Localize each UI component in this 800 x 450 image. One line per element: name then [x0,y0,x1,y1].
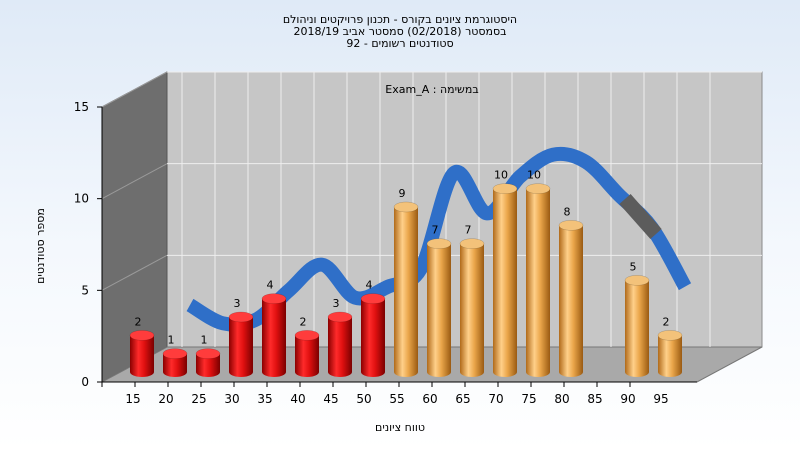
bar-label-40: 2 [300,315,307,328]
x-tick-label: 60 [422,392,437,406]
y-tick-label: 0 [81,375,89,389]
bar-55 [393,201,419,377]
x-tick-label: 65 [455,392,470,406]
bar-label-20: 1 [168,334,175,347]
bar-label-45: 3 [333,297,340,310]
bar-80 [558,220,584,377]
bar-95 [657,330,683,377]
x-tick-label: 15 [125,392,140,406]
x-tick-label: 30 [224,392,239,406]
bar-30 [228,311,254,377]
y-tick-label: 15 [74,100,89,114]
x-tick-label: 50 [356,392,371,406]
bar-label-65: 7 [465,224,472,237]
x-tick-label: 85 [587,392,602,406]
y-axis-title: מספר סטודנטים [34,208,47,284]
x-tick-label: 75 [521,392,536,406]
bar-45 [327,311,353,377]
bar-75 [525,183,551,377]
x-tick-label: 90 [620,392,635,406]
x-tick-label: 95 [653,392,668,406]
x-tick-label: 40 [290,392,305,406]
x-axis-title: טווח ציונים [375,421,425,434]
x-tick-label: 80 [554,392,569,406]
y-tick-label: 5 [81,283,89,297]
bar-90 [624,275,650,377]
bar-label-90: 5 [630,260,637,273]
x-tick-label: 70 [488,392,503,406]
gridline-side [101,71,168,108]
y-tick-label: 10 [74,192,89,206]
bar-25 [195,348,221,377]
bar-20 [162,348,188,377]
x-tick-label: 20 [158,392,173,406]
bar-15 [129,330,155,377]
bar-label-75: 10 [527,169,541,182]
chart-title-line-2: בסמסטר (02/2018) סמסטר אביב 2018/19 [293,25,507,38]
x-tick-label: 35 [257,392,272,406]
bar-label-35: 4 [267,279,274,292]
bar-label-25: 1 [201,334,208,347]
distribution-curve-shadow [619,194,662,239]
bar-label-70: 10 [494,169,508,182]
bar-60 [426,238,452,377]
bar-40 [294,330,320,377]
bar-label-50: 4 [366,279,373,292]
bar-70 [492,183,518,377]
bar-35 [261,293,287,377]
gridline-side [101,163,168,200]
chart-title-line-1: היסטוגרמת ציונים בקורס - תכנון פרויקטים … [282,13,518,26]
bar-label-55: 9 [399,187,406,200]
chart-title-line-3: סטודנטים רשומים - 92 [346,37,454,50]
bar-label-15: 2 [135,315,142,328]
x-tick-label: 45 [323,392,338,406]
x-tick-label: 25 [191,392,206,406]
bar-label-30: 3 [234,297,241,310]
bar-label-95: 2 [663,315,670,328]
annotation-label: Exam_A : במשימה [385,83,478,96]
x-tick-label: 55 [389,392,404,406]
bar-label-60: 7 [432,224,439,237]
gridline-side [101,254,168,291]
bar-50 [360,293,386,377]
bar-65 [459,238,485,377]
bar-label-80: 8 [564,205,571,218]
